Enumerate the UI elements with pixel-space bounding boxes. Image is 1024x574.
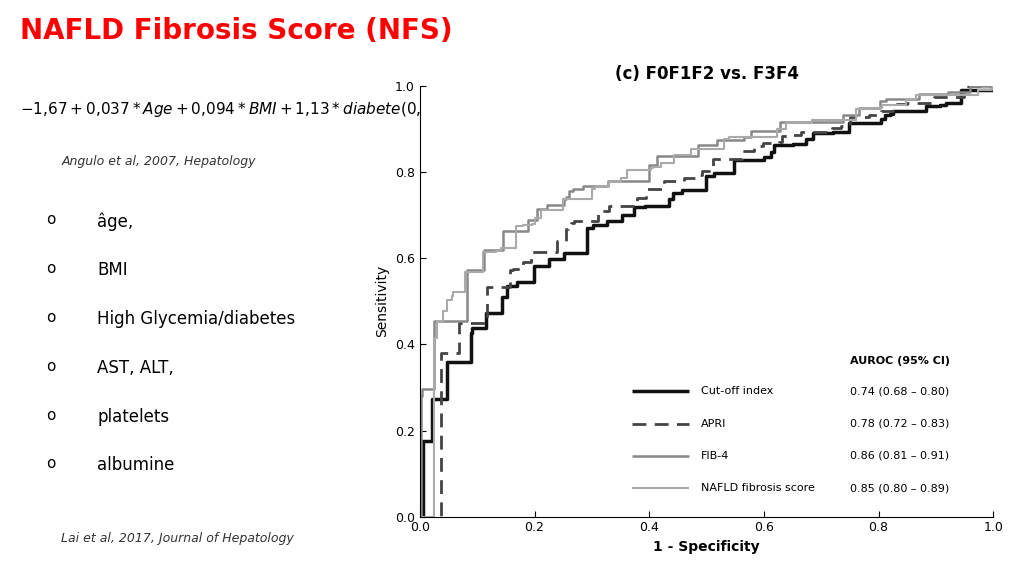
Text: AUROC (95% CI): AUROC (95% CI) bbox=[850, 356, 950, 366]
Text: NAFLD Fibrosis Score (NFS): NAFLD Fibrosis Score (NFS) bbox=[20, 17, 453, 45]
Text: High Glycemia/diabetes: High Glycemia/diabetes bbox=[97, 310, 296, 328]
Text: o: o bbox=[46, 310, 55, 325]
Text: o: o bbox=[46, 456, 55, 471]
Text: FIB-4: FIB-4 bbox=[700, 451, 729, 461]
Text: o: o bbox=[46, 408, 55, 422]
Text: Cut-off index: Cut-off index bbox=[700, 386, 773, 396]
Text: o: o bbox=[46, 212, 55, 227]
Y-axis label: Sensitivity: Sensitivity bbox=[376, 265, 389, 338]
Text: Angulo et al, 2007, Hepatology: Angulo et al, 2007, Hepatology bbox=[61, 155, 256, 168]
Text: $-1{,}67 + 0{,}037 * Age + 0{,}094 * BMI + 1{,}13 * diabete(0,1) + 0{,}99 * \fra: $-1{,}67 + 0{,}037 * Age + 0{,}094 * BMI… bbox=[20, 98, 819, 123]
Text: NAFLD fibrosis score: NAFLD fibrosis score bbox=[700, 483, 815, 493]
X-axis label: 1 - Specificity: 1 - Specificity bbox=[653, 540, 760, 554]
Text: 0.86 (0.81 – 0.91): 0.86 (0.81 – 0.91) bbox=[850, 451, 949, 461]
Text: AST, ALT,: AST, ALT, bbox=[97, 359, 174, 377]
Text: 0.85 (0.80 – 0.89): 0.85 (0.80 – 0.89) bbox=[850, 483, 949, 493]
Text: 0.78 (0.72 – 0.83): 0.78 (0.72 – 0.83) bbox=[850, 418, 949, 429]
Text: 0.74 (0.68 – 0.80): 0.74 (0.68 – 0.80) bbox=[850, 386, 949, 396]
Title: (c) F0F1F2 vs. F3F4: (c) F0F1F2 vs. F3F4 bbox=[614, 65, 799, 83]
Text: Lai et al, 2017, Journal of Hepatology: Lai et al, 2017, Journal of Hepatology bbox=[61, 532, 294, 545]
Text: o: o bbox=[46, 359, 55, 374]
Text: platelets: platelets bbox=[97, 408, 169, 425]
Text: albumine: albumine bbox=[97, 456, 175, 474]
Text: âge,: âge, bbox=[97, 212, 133, 231]
Text: APRI: APRI bbox=[700, 418, 726, 429]
Text: BMI: BMI bbox=[97, 261, 128, 279]
Text: o: o bbox=[46, 261, 55, 276]
